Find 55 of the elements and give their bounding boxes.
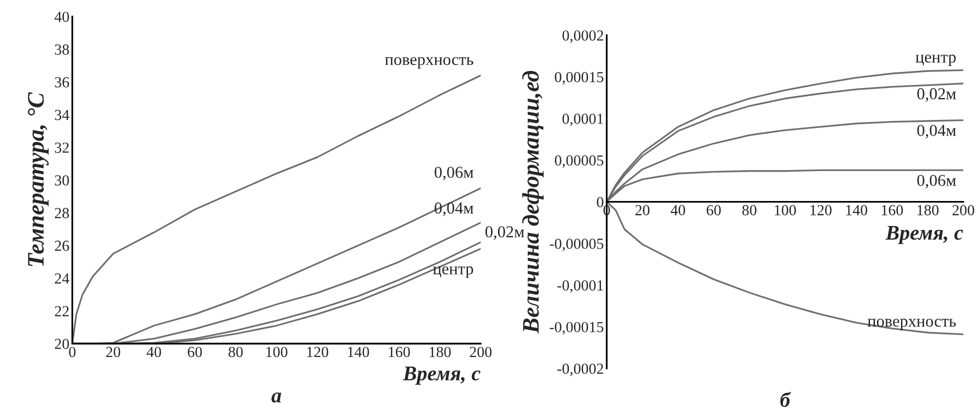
y-tick-label: 0,00015	[554, 72, 604, 84]
y-tick-label: 0,00005	[554, 155, 604, 168]
y-tick-label: 32	[54, 142, 69, 153]
y-tick-label: 36	[54, 77, 70, 88]
y-tick-label: -0,00005	[550, 238, 604, 252]
x-tick-label: 160	[388, 346, 410, 358]
x-tick-label: 60	[188, 346, 202, 358]
x-tick-label: 120	[307, 346, 328, 358]
y-tick-label: 38	[54, 44, 69, 55]
y-tick-label: 24	[54, 273, 70, 284]
y-tick-label: -0,0002	[557, 364, 604, 376]
y-tick-label: 30	[54, 175, 69, 186]
y-tick-label: 22	[54, 306, 69, 316]
x-axis-title: Время, с	[402, 366, 480, 385]
y-tick-label: 0	[596, 196, 604, 208]
series-label: 0,02м	[917, 88, 956, 102]
y-tick-label: 20	[54, 338, 69, 350]
x-tick-label: 20	[635, 205, 650, 216]
series-label: поверхность	[868, 318, 956, 330]
x-tick-label: 120	[810, 205, 832, 216]
x-tick-label: 200	[470, 346, 492, 358]
x-tick-label: 80	[228, 346, 243, 358]
series-label: 0,06м	[917, 174, 956, 188]
x-tick-label: 40	[670, 205, 686, 216]
x-tick-label: 140	[846, 205, 868, 216]
y-tick-label: 28	[54, 208, 69, 218]
x-tick-label: 100	[266, 346, 288, 358]
series-label: центр	[916, 54, 956, 66]
series-label: 0,02м	[485, 226, 524, 240]
x-tick-label: 20	[106, 346, 120, 358]
x-tick-label: 40	[146, 346, 162, 358]
x-tick-label: 80	[742, 205, 756, 216]
y-tick-label: 0,0002	[562, 30, 604, 43]
y-axis-title: Температура, °С	[28, 92, 49, 266]
x-tick-label: 200	[952, 205, 974, 216]
x-tick-label: 180	[430, 346, 451, 358]
y-tick-label: 0,0001	[562, 114, 604, 126]
x-tick-label: 140	[348, 346, 370, 358]
x-tick-label: 60	[706, 205, 721, 216]
text: б	[780, 392, 791, 407]
series-label: 0,04м	[917, 124, 956, 138]
y-tick-label: 40	[54, 12, 69, 22]
x-tick-label: 180	[918, 205, 939, 216]
text: а	[272, 392, 282, 403]
series-label: поверхность	[385, 57, 474, 68]
y-tick-label: 26	[54, 240, 70, 251]
series-label: центр	[432, 266, 474, 278]
x-axis-title: Время, с	[885, 226, 964, 244]
x-tick-label: 100	[774, 205, 796, 216]
y-tick-label: 34	[54, 110, 70, 120]
series-label: 0,06м	[434, 166, 474, 180]
series-label: 0,04м	[434, 202, 474, 216]
x-tick-label: 160	[882, 205, 903, 216]
y-tick-label: -0,0001	[557, 280, 604, 293]
y-tick-label: -0,00015	[550, 322, 604, 334]
